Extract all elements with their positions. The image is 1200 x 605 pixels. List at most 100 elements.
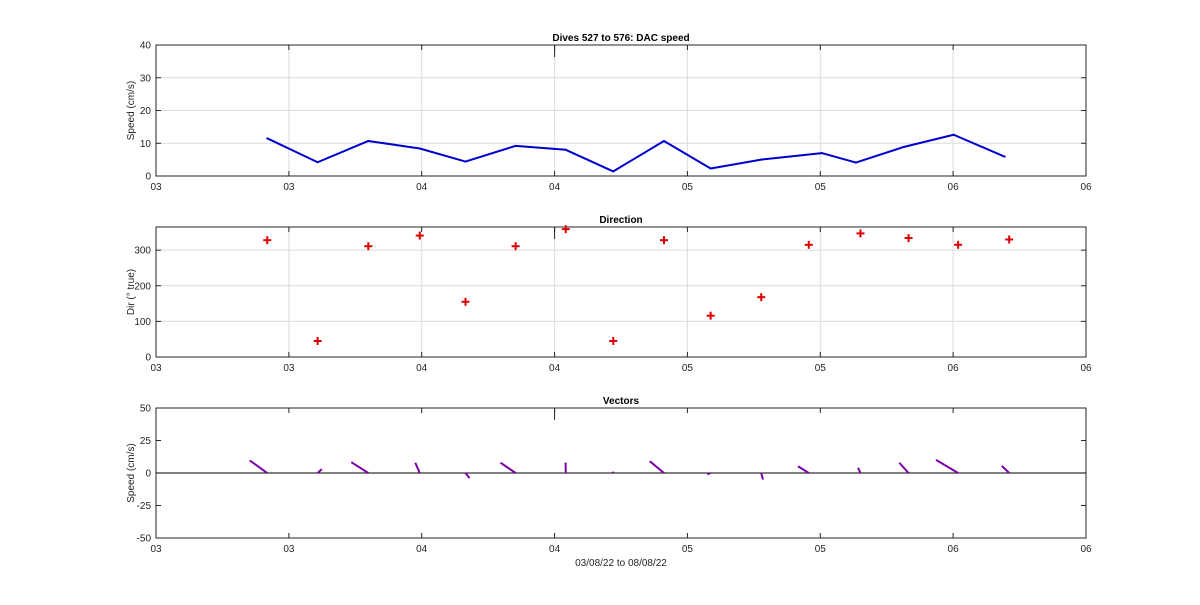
direction-y-tick-label: 0 — [145, 353, 151, 364]
speed-point — [464, 160, 467, 163]
vectors-x-tick-label: 03 — [150, 544, 162, 555]
speed-line — [266, 133, 1006, 173]
speed-y-tick-label: 40 — [140, 41, 152, 52]
speed-x-tick-label: 06 — [1080, 182, 1092, 193]
speed-x-tick-label: 04 — [549, 182, 561, 193]
direction-point — [757, 293, 766, 302]
vectors-panel: -50 -25 0 25 50 03 03 04 04 05 05 06 06 Vectors Spe… — [126, 396, 1092, 569]
speed-point — [564, 148, 567, 151]
speed-y-tick-label: 0 — [145, 172, 151, 183]
vector-stick — [249, 459, 268, 474]
speed-point — [367, 139, 370, 142]
speed-point — [612, 170, 615, 173]
speed-grid — [155, 44, 1087, 177]
vector-stick — [414, 462, 421, 474]
vector-stick — [611, 471, 615, 474]
direction-x-tick-label: 03 — [150, 363, 162, 374]
direction-x-tick-label: 06 — [1080, 363, 1092, 374]
vectors-title: Vectors — [603, 396, 640, 407]
vector-stick — [935, 459, 959, 474]
speed-point — [418, 147, 421, 150]
vector-stick — [464, 472, 471, 479]
direction-x-tick-label: 05 — [815, 363, 827, 374]
direction-point — [804, 240, 813, 249]
direction-y-tick-label: 300 — [134, 246, 151, 257]
vectors-y-tick-label: 0 — [145, 469, 151, 480]
vectors-y-ticks: -50 -25 0 25 50 — [137, 404, 1086, 545]
speed-x-tick-label: 04 — [416, 182, 428, 193]
speed-series — [266, 133, 1006, 173]
direction-y-ticks: 0 100 200 300 — [134, 246, 1086, 364]
direction-point — [263, 236, 272, 245]
speed-point — [903, 145, 906, 148]
speed-x-tick-label: 06 — [948, 182, 960, 193]
vector-stick — [649, 460, 665, 474]
direction-point — [856, 229, 865, 238]
direction-x-tick-label: 03 — [283, 363, 295, 374]
speed-point — [1003, 155, 1006, 158]
direction-point — [364, 242, 373, 251]
speed-y-ticks: 0 10 20 30 40 — [140, 41, 1086, 183]
vector-stick — [797, 465, 810, 474]
speed-x-tick-label: 05 — [682, 182, 694, 193]
vectors-x-tick-label: 04 — [549, 544, 561, 555]
speed-point — [514, 144, 517, 147]
speed-x-tick-label: 05 — [815, 182, 827, 193]
direction-series — [263, 225, 1014, 345]
speed-y-tick-label: 10 — [140, 139, 152, 150]
vector-stick — [316, 468, 323, 474]
vectors-x-tick-label: 03 — [283, 544, 295, 555]
speed-x-tick-label: 03 — [150, 182, 162, 193]
direction-point — [461, 297, 470, 306]
direction-point — [561, 225, 570, 234]
vector-stick — [1001, 465, 1010, 474]
direction-point — [609, 336, 618, 345]
direction-panel: 0 100 200 300 03 03 04 04 05 05 06 06 Direction Di… — [126, 215, 1092, 374]
direction-point — [415, 231, 424, 240]
speed-point — [952, 133, 955, 136]
vector-stick — [898, 462, 910, 474]
vectors-series — [156, 459, 1086, 480]
direction-grid — [155, 227, 1087, 358]
direction-title: Direction — [599, 215, 642, 226]
speed-point — [266, 137, 269, 140]
vectors-y-axis-label: Speed (cm/s) — [126, 443, 137, 502]
direction-x-ticks: 03 03 04 04 05 05 06 06 — [150, 227, 1092, 374]
direction-point — [706, 311, 715, 320]
direction-y-tick-label: 200 — [134, 281, 151, 292]
vectors-x-tick-label: 06 — [948, 544, 960, 555]
vectors-y-tick-label: -50 — [137, 534, 152, 545]
vectors-x-axis-label: 03/08/22 to 08/08/22 — [575, 558, 667, 569]
speed-x-tick-label: 03 — [283, 182, 295, 193]
direction-point — [954, 240, 963, 249]
speed-y-axis-label: Speed (cm/s) — [126, 81, 137, 140]
direction-x-tick-label: 04 — [416, 363, 428, 374]
direction-y-tick-label: 100 — [134, 317, 151, 328]
vectors-y-tick-label: 25 — [140, 436, 152, 447]
vector-stick — [760, 472, 764, 480]
vectors-x-ticks: 03 03 04 04 05 05 06 06 — [150, 408, 1092, 555]
speed-y-tick-label: 20 — [140, 106, 152, 117]
vector-stick — [706, 472, 712, 476]
speed-title: Dives 527 to 576: DAC speed — [552, 33, 689, 44]
vectors-y-tick-label: 50 — [140, 404, 152, 415]
direction-point — [511, 242, 520, 251]
direction-y-axis-label: Dir (° true) — [126, 269, 137, 315]
direction-point — [313, 336, 322, 345]
speed-point — [760, 158, 763, 161]
speed-point — [662, 139, 665, 142]
direction-point — [1005, 235, 1014, 244]
vectors-x-tick-label: 05 — [682, 544, 694, 555]
speed-panel: 0 10 20 30 40 03 03 04 04 05 05 06 06 Dives 527 to … — [126, 33, 1092, 193]
speed-point — [854, 161, 857, 164]
direction-point — [904, 234, 913, 243]
direction-x-tick-label: 05 — [682, 363, 694, 374]
speed-point — [709, 167, 712, 170]
speed-point — [820, 152, 823, 155]
direction-axes-box — [155, 226, 1087, 358]
speed-y-tick-label: 30 — [140, 73, 152, 84]
vector-stick — [499, 461, 517, 474]
vectors-x-tick-label: 05 — [815, 544, 827, 555]
vector-stick — [350, 461, 369, 474]
